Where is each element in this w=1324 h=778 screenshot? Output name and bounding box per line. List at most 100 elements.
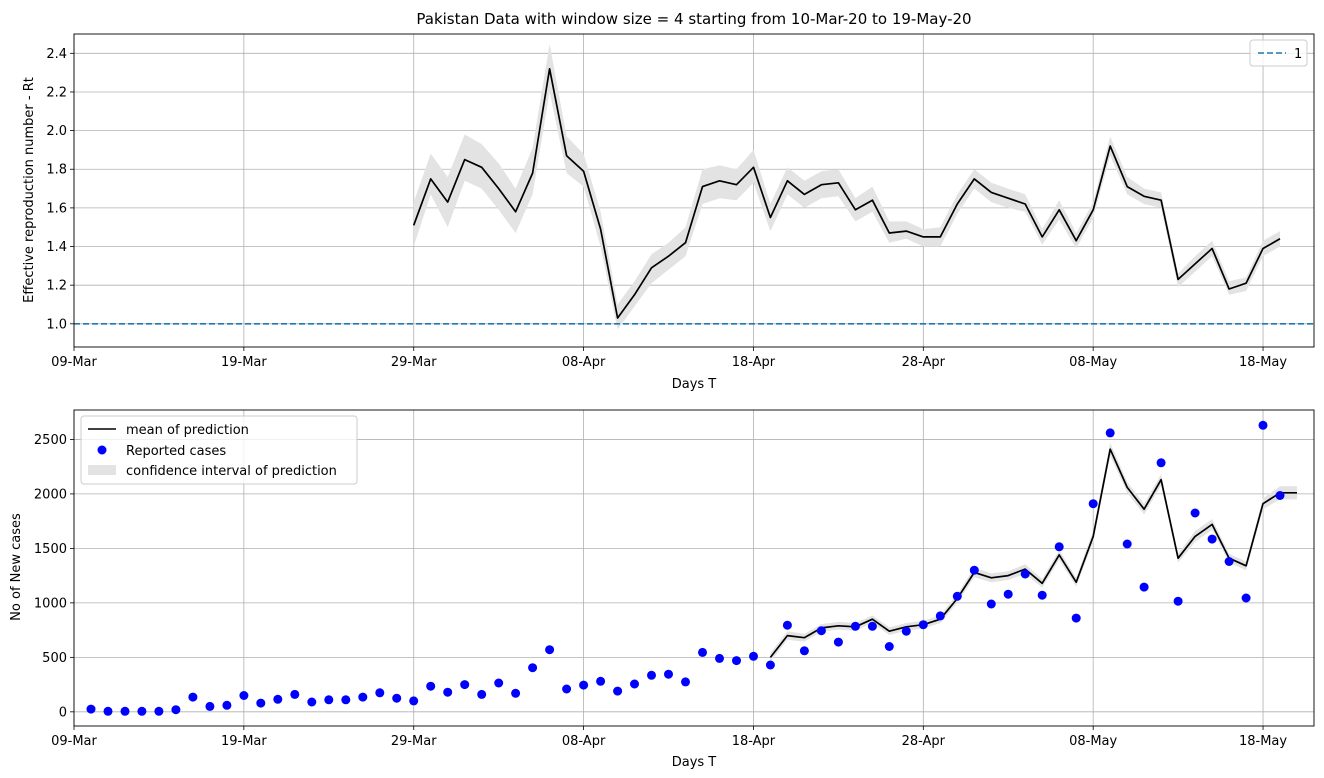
cases-reported-point [443,687,453,697]
rt-x-tick-label: 08-May [1069,355,1117,370]
cases-reported-point [732,656,741,666]
rt-y-tick-label: 1.0 [46,317,67,332]
legend-reported-label: Reported cases [126,444,226,459]
cases-reported-point [1241,593,1251,603]
cases-y-tick-label: 2500 [34,433,67,448]
cases-reported-point [952,591,962,601]
cases-reported-point [681,677,690,687]
cases-reported-point [120,706,130,716]
rt-x-tick-label: 09-Mar [51,355,97,370]
rt-x-axis-label: Days T [672,377,717,392]
rt-chart-panel: Pakistan Data with window size = 4 start… [22,10,1315,392]
cases-reported-point [664,669,673,679]
cases-reported-point [884,642,894,651]
cases-x-axis-label: Days T [672,755,717,770]
rt-confidence-area [413,43,1280,330]
cases-reported-point [205,701,215,711]
rt-confidence-band [413,43,1280,330]
rt-gridlines [73,34,1314,347]
cases-reported-point [698,647,707,657]
cases-reported-point [188,692,198,702]
cases-reported-point [307,697,317,707]
rt-legend-label: 1 [1294,47,1302,62]
cases-reported-point [596,676,606,686]
rt-series-line [412,67,1281,319]
rt-legend: 1 [1249,39,1308,67]
cases-reported-point [918,620,928,630]
cases-reported-point [901,626,911,636]
cases-reported-point [969,565,979,575]
cases-reported-point [222,700,232,710]
cases-reported-point [477,689,487,699]
cases-reported-point [358,692,368,702]
cases-x-tick-label: 08-May [1069,734,1117,749]
cases-reported-point [1275,491,1285,500]
cases-reported-point [986,599,996,609]
cases-reported-point [511,688,521,698]
cases-plot-frame [73,409,1315,727]
cases-reported-point [867,621,877,631]
cases-reported-point [1105,428,1115,438]
rt-y-tick-label: 1.4 [46,240,67,255]
cases-reported-point [1207,534,1217,544]
cases-y-tick-label: 0 [59,705,67,720]
cases-x-tick-label: 18-May [1239,734,1287,749]
cases-reported-point [86,704,96,714]
cases-reported-point [1156,458,1166,468]
cases-reported-point [647,670,656,680]
rt-y-ticks: 1.0 1.2 1.4 1.6 1.8 2.0 2.2 2.4 [46,47,74,332]
cases-x-tick-label: 29-Mar [391,734,437,749]
cases-reported-point [1071,613,1081,623]
cases-y-tick-label: 2000 [34,487,67,502]
rt-x-tick-label: 18-Apr [732,355,776,370]
cases-x-tick-label: 19-Mar [221,734,267,749]
cases-reported-point [341,695,351,705]
cases-y-tick-label: 1000 [34,596,67,611]
cases-reported-point [1258,420,1268,430]
cases-reported-point [765,660,775,670]
rt-y-tick-label: 1.6 [46,201,67,216]
cases-reported-points [86,420,1285,716]
cases-reported-point [171,705,181,715]
cases-reported-point [426,681,436,691]
cases-reported-point [1173,596,1183,606]
cases-reported-point [409,696,419,706]
cases-reported-point [816,626,826,636]
cases-reported-point [850,621,860,631]
rt-x-tick-label: 08-Apr [562,355,606,370]
rt-mean-line [412,67,1281,319]
cases-reported-point [1088,499,1098,509]
cases-reported-point [273,694,283,704]
cases-reported-point [154,706,164,716]
cases-reported-point [715,653,724,663]
legend-ci-label: confidence interval of prediction [126,464,337,479]
rt-plot-frame [73,33,1315,348]
rt-y-tick-label: 2.4 [46,47,67,62]
cases-reported-point [579,680,589,690]
cases-x-tick-label: 08-Apr [562,734,606,749]
cases-reported-point [256,698,266,708]
rt-x-tick-label: 19-Mar [221,355,267,370]
cases-reported-point [528,663,538,673]
rt-x-tick-label: 28-Apr [902,355,946,370]
cases-reported-point [103,706,113,716]
cases-reported-point [782,620,792,630]
legend-reported-marker-swatch [97,445,107,455]
rt-y-tick-label: 1.2 [46,279,67,294]
cases-reported-point [375,688,385,698]
cases-reported-point [562,684,572,694]
cases-chart-panel: 09-Mar 19-Mar 29-Mar 08-Apr 18-Apr 28-Apr 08-M… [9,409,1315,770]
cases-reported-point [1054,542,1064,552]
cases-x-tick-label: 09-Mar [51,734,97,749]
rt-y-tick-label: 2.0 [46,124,67,139]
cases-x-tick-label: 18-Apr [732,734,776,749]
cases-legend-box [80,415,358,485]
cases-reported-point [1224,557,1234,566]
cases-reported-point [392,693,402,703]
rt-chart-title: Pakistan Data with window size = 4 start… [416,10,971,28]
cases-x-ticks: 09-Mar 19-Mar 29-Mar 08-Apr 18-Apr 28-Apr 08-M… [51,726,1287,749]
cases-reported-point [1139,582,1149,592]
cases-reported-point [1037,590,1047,600]
